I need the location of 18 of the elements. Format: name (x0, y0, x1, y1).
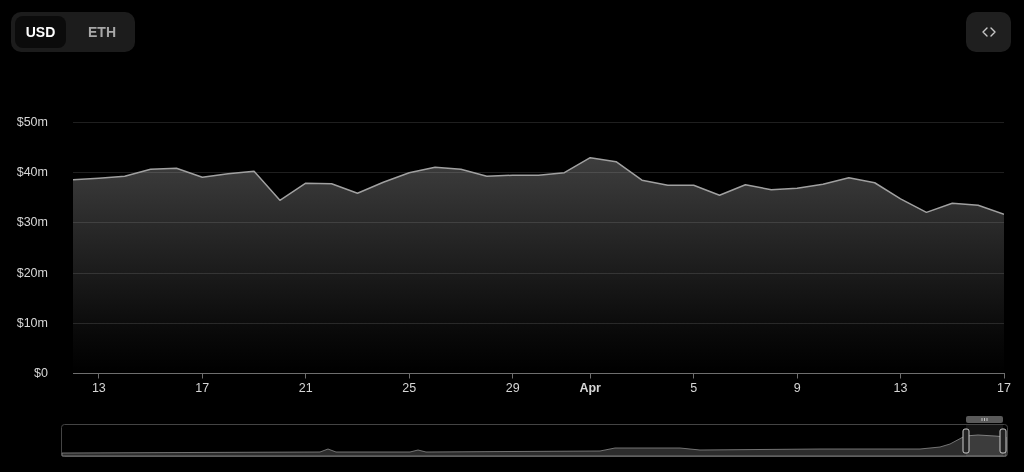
x-tick-label: 17 (195, 381, 210, 396)
x-tick-label: 25 (402, 381, 417, 396)
text: ETH (87, 23, 117, 42)
y-tick-label: $10m (16, 315, 48, 330)
x-tick-label: 17 (997, 381, 1011, 396)
y-tick-label: $50m (16, 114, 48, 129)
y-tick-label: $0 (34, 365, 49, 380)
x-tick-label: 13 (893, 381, 908, 396)
x-tick-label: 21 (298, 381, 313, 396)
y-tick-label: $40m (16, 165, 48, 180)
x-tick-label: 5 (690, 381, 698, 396)
x-tick-label: 13 (91, 381, 106, 396)
x-tick-label: Apr (579, 381, 602, 396)
y-tick-label: $20m (16, 265, 48, 280)
x-tick-label: 29 (505, 381, 520, 396)
x-tick-label: 9 (793, 381, 801, 396)
text: USD (15, 16, 66, 48)
y-tick-label: $30m (16, 215, 48, 230)
